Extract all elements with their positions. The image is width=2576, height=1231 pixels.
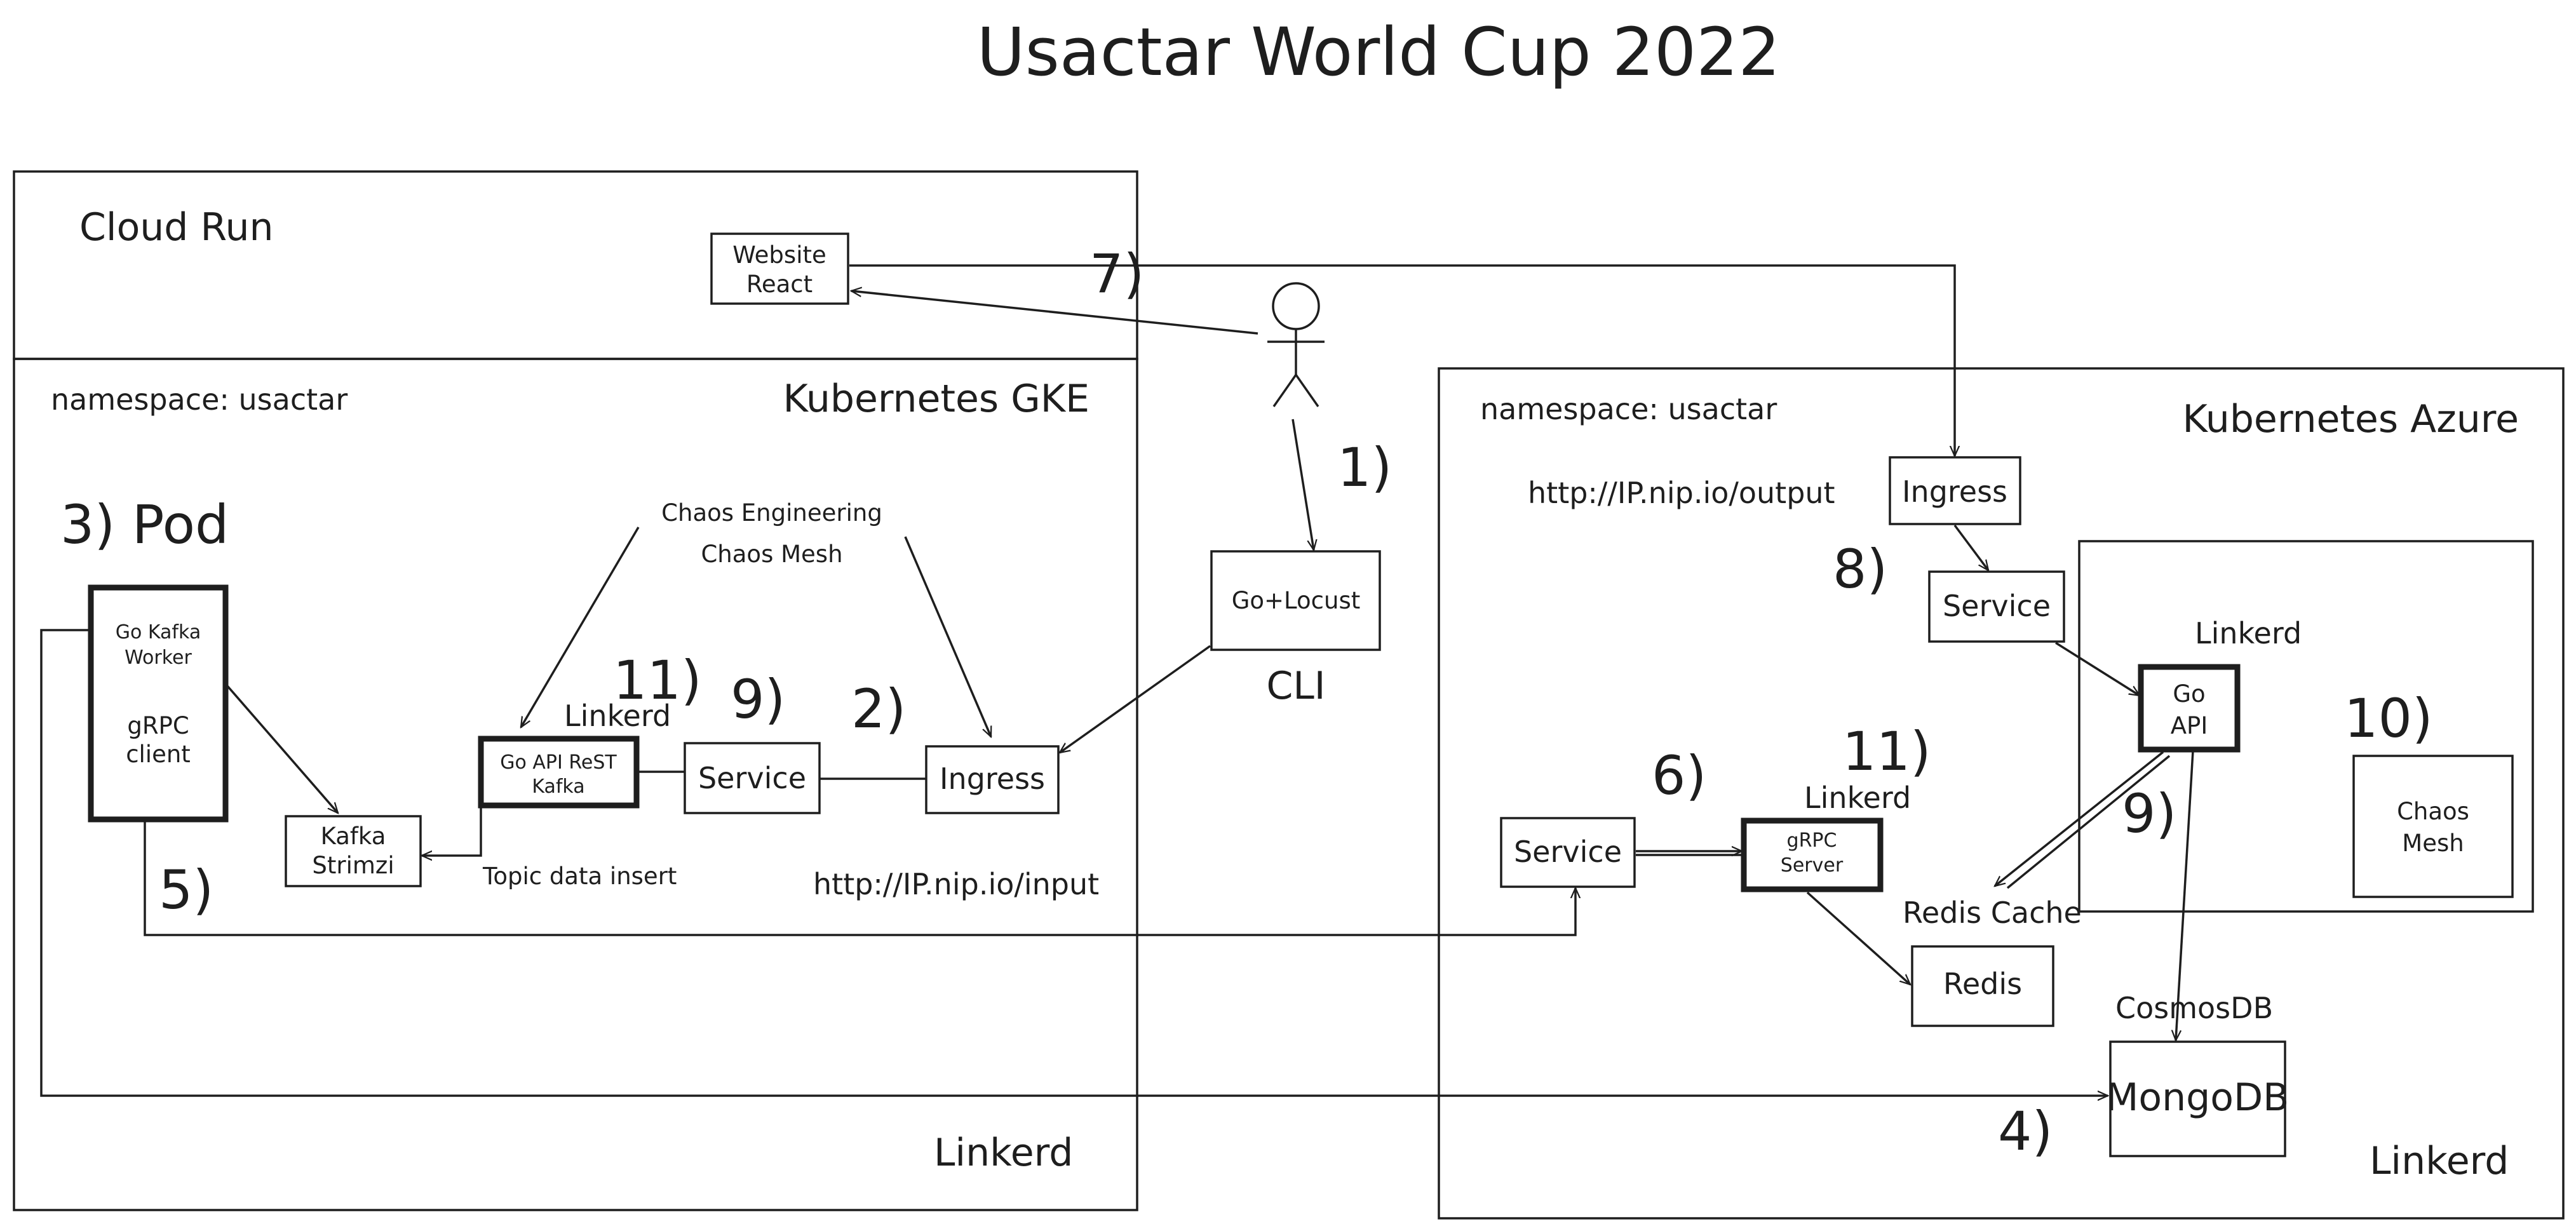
redis-box: Redis	[1911, 945, 2054, 1027]
diagram-title: Usactar World Cup 2022	[977, 13, 1781, 91]
azure-linkerd-grpc-label: Linkerd	[1804, 781, 1911, 815]
gke-linkerd-label: Linkerd	[564, 699, 671, 733]
grpc-line2: Server	[1781, 854, 1844, 877]
grpc-server-box: gRPC Server	[1741, 817, 1884, 892]
gke-ingress-label: Ingress	[940, 762, 1045, 796]
go-locust-box: Go+Locust	[1210, 550, 1381, 651]
kafka-line2: Strimzi	[312, 852, 394, 879]
website-label: Website	[732, 241, 826, 269]
azure-chaos-mesh-box: Chaos Mesh	[2352, 755, 2514, 898]
gke-frame	[13, 358, 1138, 1211]
gke-service-box: Service	[684, 742, 821, 814]
connectors	[40, 264, 2194, 1096]
azure-chaos-line1: Chaos	[2397, 798, 2469, 825]
gke-ingress-box: Ingress	[925, 745, 1060, 814]
gke-footer-linkerd: Linkerd	[934, 1131, 1073, 1175]
azure-ingress-box: Ingress	[1889, 456, 2021, 525]
input-url-label: http://IP.nip.io/input	[813, 867, 1099, 901]
azure-go-api-box: Go API	[2138, 664, 2241, 753]
azure-namespace: namespace: usactar	[1480, 392, 1777, 426]
azure-api-label: API	[2171, 712, 2208, 739]
azure-service-left-label: Service	[1514, 835, 1622, 869]
azure-frame	[1438, 367, 2565, 1220]
react-label: React	[746, 271, 813, 298]
azure-service-top-box: Service	[1928, 570, 2065, 643]
output-url-label: http://IP.nip.io/output	[1528, 476, 1835, 510]
azure-step-9: 9)	[2122, 783, 2176, 845]
kafka-line1: Kafka	[321, 823, 386, 850]
azure-service-left-box: Service	[1500, 817, 1636, 888]
gke-chaos-line2: Chaos Mesh	[701, 541, 842, 568]
go-locust-label: Go+Locust	[1232, 587, 1361, 614]
pod-client-line2: client	[126, 741, 191, 768]
pod-worker-line1: Go Kafka	[116, 621, 201, 643]
gke-service-label: Service	[698, 761, 806, 795]
azure-go-label: Go	[2173, 680, 2205, 708]
azure-ingress-label: Ingress	[1902, 474, 2007, 509]
user-step-7: 7)	[1089, 243, 1144, 305]
gke-chaos-line1: Chaos Engineering	[661, 499, 882, 527]
azure-linkerd-inner-label: Linkerd	[2195, 616, 2302, 650]
go-api-rest-line2: Kafka	[532, 776, 584, 798]
gke-step-9: 9)	[731, 668, 785, 730]
mongodb-box: MongoDB	[2106, 1040, 2289, 1157]
cli-label: CLI	[1266, 664, 1325, 708]
gke-namespace: namespace: usactar	[51, 382, 347, 417]
user-step-1: 1)	[1337, 436, 1392, 499]
azure-step-11: 11)	[1842, 720, 1931, 783]
pod-box: Go Kafka Worker gRPC client	[88, 584, 229, 823]
redis-cache-label: Redis Cache	[1903, 896, 2082, 930]
redis-label: Redis	[1943, 967, 2022, 1001]
pod-worker-line2: Worker	[125, 647, 192, 669]
mongodb-label: MongoDB	[2106, 1075, 2289, 1120]
azure-step-4: 4)	[1998, 1100, 2053, 1162]
go-api-rest-line1: Go API ReST	[500, 751, 617, 774]
grpc-line1: gRPC	[1787, 830, 1837, 852]
gke-title: Kubernetes GKE	[783, 377, 1089, 421]
azure-linkerd-frame	[2078, 540, 2534, 913]
pod-client-line1: gRPC	[127, 712, 189, 739]
cosmos-label: CosmosDB	[2115, 991, 2273, 1025]
gke-step-11: 11)	[613, 649, 702, 711]
kafka-strimzi-box: Kafka Strimzi	[285, 815, 422, 887]
gke-step-5: 5)	[159, 859, 213, 921]
azure-step-10: 10)	[2344, 687, 2433, 750]
go-api-rest-box: Go API ReST Kafka	[478, 736, 640, 809]
cloud-run-label: Cloud Run	[79, 205, 274, 250]
user-stick-figure	[1267, 282, 1325, 408]
gke-step-2: 2)	[851, 678, 906, 740]
azure-chaos-line2: Mesh	[2402, 830, 2464, 857]
topic-label: Topic data insert	[482, 863, 677, 890]
azure-title: Kubernetes Azure	[2182, 397, 2519, 441]
azure-step-6: 6)	[1652, 744, 1706, 807]
azure-step-8: 8)	[1833, 538, 1887, 600]
website-react-box: Website React	[710, 232, 849, 305]
azure-footer-linkerd: Linkerd	[2370, 1139, 2509, 1183]
azure-service-top-label: Service	[1943, 589, 2051, 623]
gke-pod-label: 3) Pod	[60, 494, 229, 556]
